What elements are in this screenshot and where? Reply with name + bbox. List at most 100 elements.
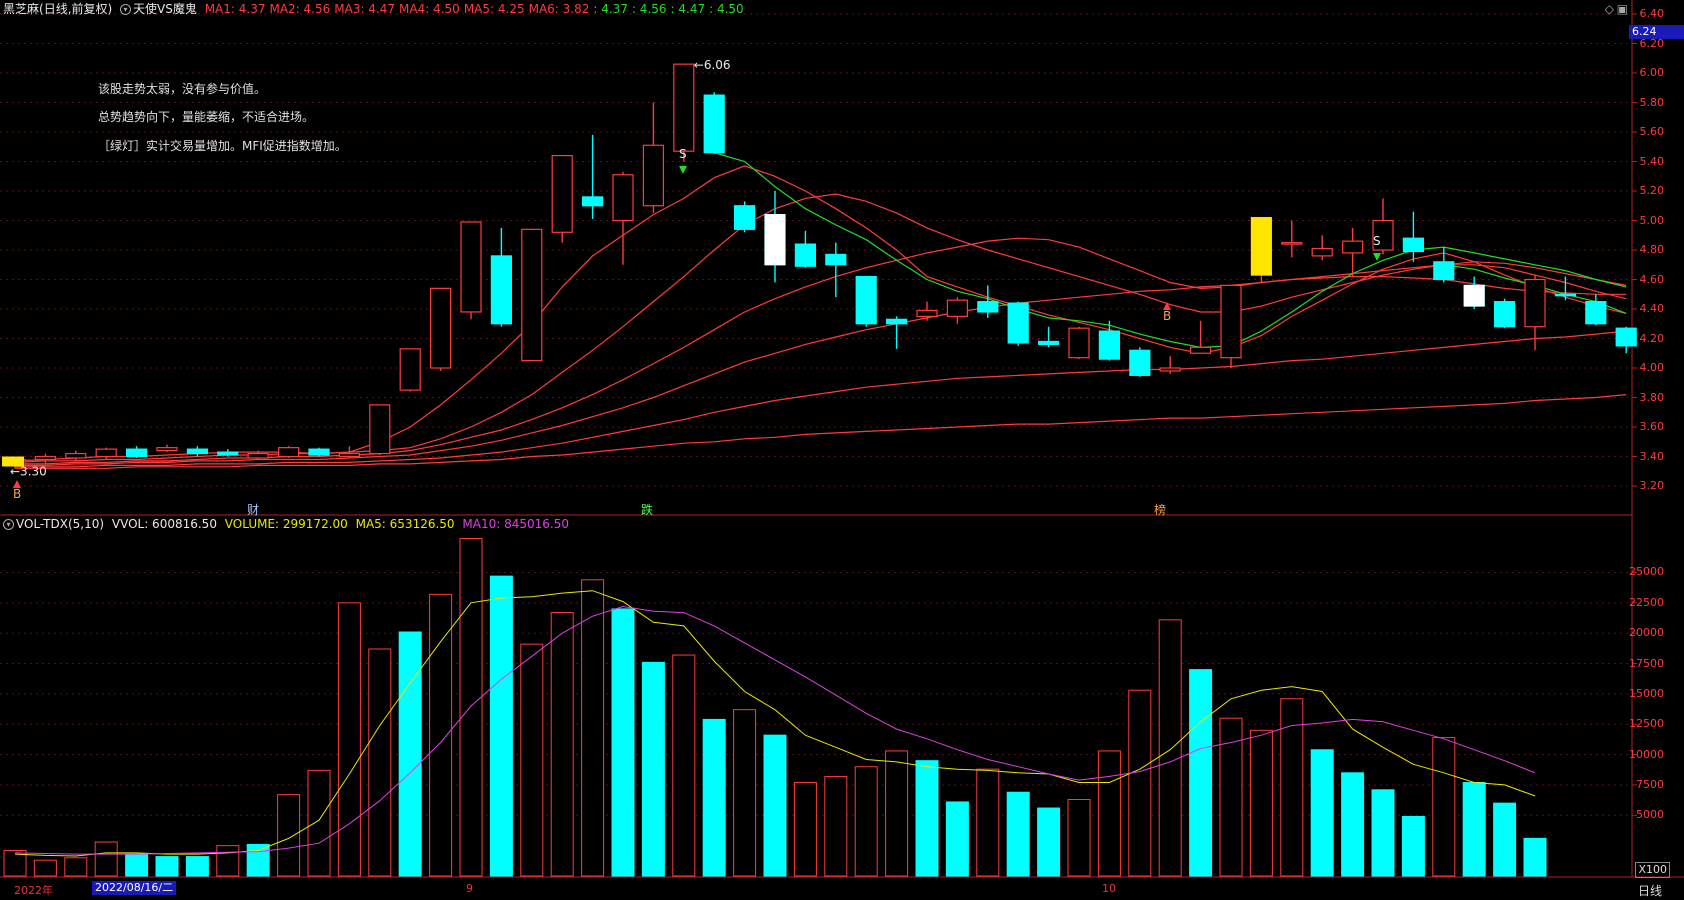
candle-body[interactable] — [430, 287, 452, 369]
candle-body[interactable] — [1341, 240, 1364, 254]
diamond-icon[interactable]: ◇ — [1604, 2, 1614, 16]
highlight-candle[interactable] — [1463, 284, 1485, 307]
volume-bar[interactable] — [1341, 772, 1365, 877]
candle-body[interactable] — [1007, 302, 1029, 344]
candle-body[interactable] — [642, 144, 665, 207]
candle-body[interactable] — [399, 348, 421, 391]
candle-body[interactable] — [1281, 242, 1303, 245]
candle-body[interactable] — [369, 404, 391, 455]
candle-body[interactable] — [1493, 301, 1516, 328]
volume-bar[interactable] — [277, 794, 301, 877]
candle-body[interactable] — [825, 253, 847, 266]
volume-bar[interactable] — [1493, 802, 1517, 877]
candle-body[interactable] — [95, 448, 117, 458]
volume-toggle-icon[interactable]: ▾ — [3, 519, 14, 530]
highlight-candle[interactable] — [764, 214, 786, 266]
candle-body[interactable] — [1189, 346, 1212, 354]
volume-bar[interactable] — [459, 537, 483, 877]
volume-bar[interactable] — [1249, 729, 1273, 877]
volume-bar[interactable] — [885, 750, 909, 877]
candle-body[interactable] — [885, 318, 908, 325]
candle-body[interactable] — [1159, 367, 1181, 372]
volume-bar[interactable] — [368, 648, 392, 877]
volume-bar[interactable] — [1189, 669, 1213, 877]
candle-body[interactable] — [703, 94, 725, 154]
sell-signal-label[interactable]: S — [1373, 234, 1381, 248]
volume-bar[interactable] — [915, 760, 939, 877]
candle-body[interactable] — [186, 448, 208, 455]
volume-bar[interactable] — [489, 575, 513, 877]
period-label[interactable]: 日线 — [1637, 884, 1662, 898]
event-cai-marker[interactable]: 财 — [247, 503, 260, 517]
candle-body[interactable] — [1037, 340, 1060, 346]
candle-body[interactable] — [460, 221, 482, 313]
candle-body[interactable] — [1372, 219, 1394, 251]
buy-signal-label[interactable]: B — [13, 487, 21, 501]
candle-body[interactable] — [156, 447, 178, 452]
volume-bar[interactable] — [1037, 807, 1061, 877]
volume-bar[interactable] — [702, 718, 726, 877]
volume-bar[interactable] — [1280, 698, 1304, 877]
volume-bar[interactable] — [185, 856, 209, 877]
volume-bar[interactable] — [1097, 750, 1121, 877]
candle-body[interactable] — [1585, 301, 1607, 325]
highlight-candle[interactable] — [1250, 217, 1272, 276]
indicator-toggle-icon[interactable]: ▾ — [120, 4, 132, 15]
candle-body[interactable] — [794, 243, 817, 267]
volume-bar[interactable] — [1401, 816, 1425, 877]
candle-body[interactable] — [733, 205, 756, 230]
volume-bar[interactable] — [672, 654, 696, 877]
volume-bar[interactable] — [1462, 782, 1486, 877]
candle-body[interactable] — [551, 155, 573, 233]
volume-bar[interactable] — [1006, 791, 1030, 877]
volume-bar[interactable] — [611, 608, 635, 877]
event-bang-marker[interactable]: 榜 — [1154, 503, 1167, 517]
volume-bar[interactable] — [581, 579, 605, 877]
candle-body[interactable] — [308, 448, 330, 456]
volume-bar[interactable] — [216, 845, 240, 877]
volume-bar[interactable] — [763, 734, 787, 877]
candle-body[interactable] — [977, 301, 999, 313]
volume-bar[interactable] — [854, 766, 878, 877]
volume-bar[interactable] — [520, 643, 544, 877]
candle-body[interactable] — [1068, 327, 1090, 359]
candle-body[interactable] — [855, 275, 877, 325]
volume-bar[interactable] — [641, 661, 665, 877]
candle-body[interactable] — [1402, 237, 1425, 253]
volume-indicator-name[interactable]: VOL-TDX(5,10) — [16, 517, 105, 531]
candle-body[interactable] — [1220, 284, 1242, 359]
volume-bar[interactable] — [1310, 749, 1334, 877]
candle-body[interactable] — [1098, 330, 1121, 360]
volume-bar[interactable] — [337, 602, 361, 877]
sell-signal-label[interactable]: S — [679, 147, 687, 161]
volume-bar[interactable] — [429, 593, 453, 877]
candle-body[interactable] — [1554, 293, 1577, 297]
volume-bar[interactable] — [1067, 799, 1091, 877]
candle-body[interactable] — [1615, 327, 1637, 347]
volume-bar[interactable] — [1432, 737, 1456, 877]
volume-bar[interactable] — [3, 850, 27, 877]
volume-bar[interactable] — [307, 769, 331, 877]
candle-body[interactable] — [581, 196, 604, 207]
volume-bar[interactable] — [64, 857, 88, 877]
volume-bar[interactable] — [824, 775, 848, 877]
volume-bar[interactable] — [793, 782, 817, 877]
volume-bar[interactable] — [1219, 717, 1243, 877]
candle-body[interactable] — [65, 452, 87, 459]
volume-bar[interactable] — [550, 612, 574, 877]
candle-body[interactable] — [1433, 261, 1455, 281]
buy-signal-label[interactable]: B — [1163, 309, 1171, 323]
volume-bar[interactable] — [1158, 619, 1182, 877]
volume-bar[interactable] — [733, 709, 757, 877]
indicator-name[interactable]: 天使VS魔鬼 — [133, 2, 197, 16]
candle-body[interactable] — [34, 455, 57, 461]
volume-bar[interactable] — [155, 856, 179, 877]
volume-bar[interactable] — [398, 631, 422, 877]
candle-body[interactable] — [1129, 349, 1151, 376]
candle-body[interactable] — [1311, 247, 1333, 257]
volume-bar[interactable] — [33, 859, 57, 877]
candle-body[interactable] — [1524, 278, 1546, 328]
volume-bar[interactable] — [246, 843, 270, 877]
candle-body[interactable] — [673, 63, 695, 152]
